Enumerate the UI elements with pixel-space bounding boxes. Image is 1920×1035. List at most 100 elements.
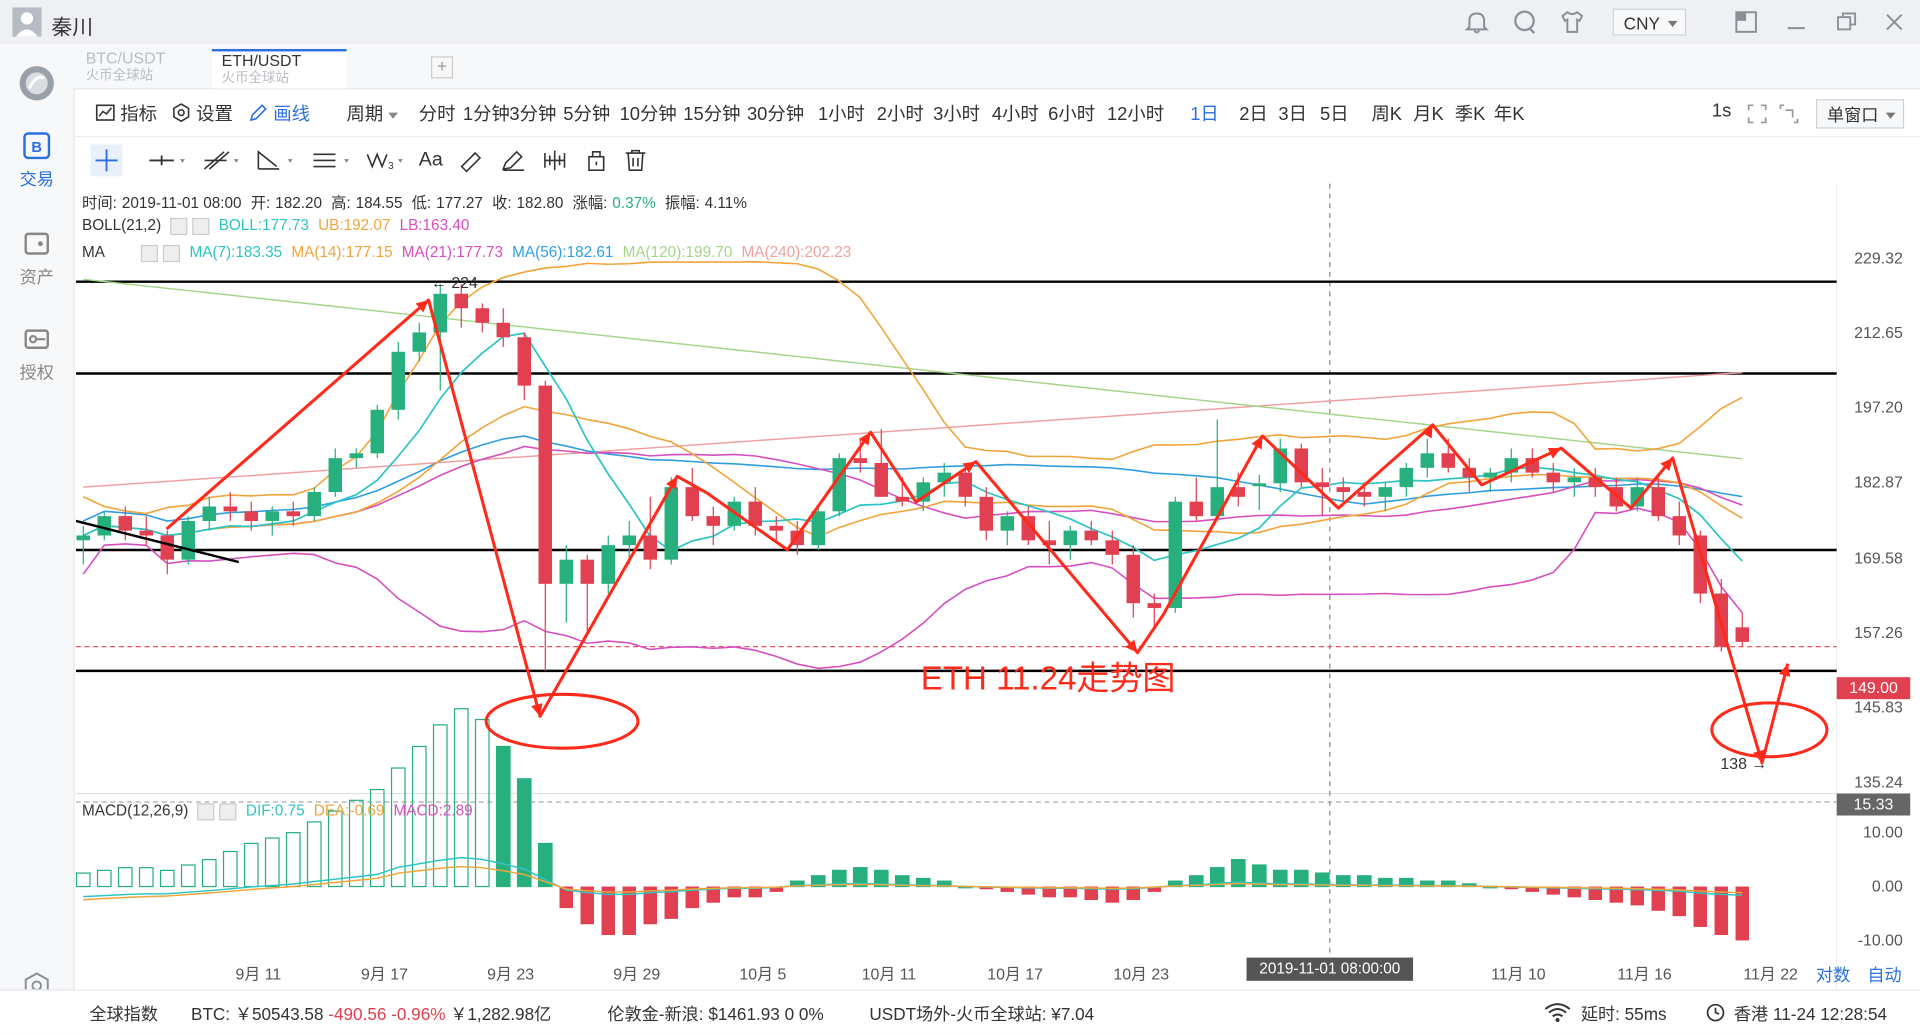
macd-bar: [264, 837, 280, 888]
tab-btc-usdt[interactable]: BTC/USDT 火币全球站: [76, 49, 211, 88]
period-option[interactable]: 2日: [1239, 104, 1268, 125]
period-option[interactable]: 3日: [1278, 104, 1307, 125]
period-option[interactable]: 6小时: [1048, 104, 1096, 125]
macd-bar: [201, 858, 217, 888]
ma14-line: [82, 405, 1743, 538]
macd-bar: [601, 886, 616, 936]
usdt-price: ¥7.04: [1051, 1004, 1095, 1024]
period-option[interactable]: 2小时: [876, 104, 924, 125]
trend-line-tool-icon[interactable]: [201, 148, 245, 172]
macd-bar: [138, 867, 154, 888]
sidebar-item-trade[interactable]: B 交易: [0, 130, 73, 191]
sidebar-item-assets[interactable]: 资产: [0, 228, 73, 289]
gold-price: $1461.93: [708, 1004, 780, 1024]
sidebar-item-authorize[interactable]: 授权: [0, 323, 73, 384]
window-mode-select[interactable]: 单窗口: [1815, 99, 1905, 129]
period-option[interactable]: 月K: [1413, 104, 1444, 125]
btc-ticker[interactable]: BTC: ￥50543.58 -490.56 -0.96% ￥1,282.98亿: [191, 1002, 551, 1026]
period-option[interactable]: 3分钟: [509, 104, 557, 125]
period-option[interactable]: 4小时: [991, 104, 1039, 125]
period-option[interactable]: 10分钟: [619, 104, 677, 125]
indicator-close-icon[interactable]: [219, 802, 237, 821]
period-option[interactable]: 5日: [1320, 104, 1349, 125]
ruler-tool-icon[interactable]: [458, 148, 485, 173]
add-tab-button[interactable]: +: [431, 56, 454, 79]
period-option[interactable]: 12小时: [1106, 104, 1165, 125]
settings-button[interactable]: 设置: [171, 100, 233, 126]
ma240-line: [83, 371, 1743, 488]
date-axis-label: 10月 17: [987, 964, 1043, 984]
crosshair-tool-icon[interactable]: [90, 144, 123, 177]
indicator-settings-icon[interactable]: [197, 802, 215, 821]
period-dropdown[interactable]: 周期: [347, 100, 398, 126]
period-option[interactable]: 1小时: [817, 104, 865, 125]
log-scale-button[interactable]: 对数: [1815, 964, 1851, 985]
ma56-value: MA(56):182.61: [512, 243, 614, 261]
period-option[interactable]: 30分钟: [746, 104, 805, 125]
global-index-label[interactable]: 全球指数: [89, 1004, 158, 1024]
period-option[interactable]: 分时: [418, 104, 456, 125]
fullscreen-icon[interactable]: [1747, 104, 1767, 124]
parallel-lines-tool-icon[interactable]: [311, 148, 355, 172]
macd-bar: [369, 788, 385, 888]
macd-bar: [1063, 886, 1078, 898]
magnet-tool-icon[interactable]: [541, 148, 568, 172]
minimize-icon[interactable]: [1783, 9, 1810, 36]
period-option[interactable]: 15分钟: [683, 104, 741, 125]
boll-upper-line: [82, 261, 1743, 515]
lock-tool-icon[interactable]: [583, 148, 610, 172]
window-pin-icon[interactable]: [1733, 9, 1760, 36]
indicator-close-icon[interactable]: [192, 217, 210, 235]
candle-body: [433, 293, 448, 333]
user-avatar-icon[interactable]: [12, 7, 42, 37]
period-option[interactable]: 年K: [1493, 104, 1525, 125]
candle-body: [1147, 603, 1162, 609]
chat-icon[interactable]: [1511, 9, 1538, 36]
gold-ticker[interactable]: 伦敦金-新浪: $1461.93 0 0%: [607, 1002, 823, 1026]
shirt-icon[interactable]: [1559, 9, 1586, 36]
angle-tool-icon[interactable]: [255, 148, 299, 172]
macd-dea-line: [83, 865, 1743, 901]
auto-scale-button[interactable]: 自动: [1867, 964, 1902, 985]
indicator-settings-icon[interactable]: [141, 244, 159, 262]
screenshot-icon[interactable]: [1779, 104, 1799, 124]
restore-icon[interactable]: [1833, 9, 1860, 36]
refresh-interval[interactable]: 1s: [1711, 100, 1732, 122]
draw-line-button[interactable]: 画线: [249, 100, 310, 126]
trash-icon[interactable]: [622, 148, 649, 172]
chart-indicator-icon: [95, 104, 115, 121]
macd-bar: [1293, 869, 1309, 888]
macd-bar: [1042, 886, 1057, 898]
brush-tool-icon[interactable]: [500, 148, 527, 172]
period-option[interactable]: 1分钟: [462, 104, 510, 125]
indicator-settings-icon[interactable]: [170, 217, 188, 235]
macd-bar: [769, 886, 784, 892]
indicator-button[interactable]: 指标: [95, 100, 157, 126]
macd-bar: [159, 869, 175, 888]
period-option[interactable]: 3小时: [933, 104, 981, 125]
horizontal-line-tool-icon[interactable]: [147, 148, 191, 172]
candlestick-chart[interactable]: ETH 11.24走势图 ← 224 138 →: [75, 183, 1837, 990]
sidebar-item-label: 交易: [19, 168, 54, 189]
macd-bar: [559, 886, 574, 909]
close-icon[interactable]: [1881, 9, 1908, 36]
tab-eth-usdt[interactable]: ETH/USDT 火币全球站: [211, 48, 347, 89]
candle-body: [328, 458, 343, 492]
period-option[interactable]: 1日: [1190, 104, 1219, 125]
usdt-ticker[interactable]: USDT场外-火币全球站: ¥7.04: [869, 1002, 1094, 1026]
text-tool[interactable]: Aa: [418, 149, 443, 171]
indicator-label: 指标: [120, 104, 157, 125]
wave-tool-icon[interactable]: 3: [365, 148, 409, 172]
period-option[interactable]: 5分钟: [563, 104, 611, 125]
candle-body: [1105, 540, 1120, 555]
bell-icon[interactable]: [1463, 9, 1490, 36]
macd-bar: [1377, 877, 1393, 888]
ma120-value: MA(120):199.70: [622, 243, 733, 261]
indicator-close-icon[interactable]: [163, 244, 181, 262]
period-option[interactable]: 周K: [1371, 104, 1403, 125]
latency: 延时: 55ms: [1581, 1002, 1667, 1026]
macd-bar: [1693, 886, 1708, 927]
currency-select[interactable]: CNY: [1612, 8, 1687, 36]
price-axis-label: 182.87: [1854, 472, 1903, 492]
period-option[interactable]: 季K: [1454, 104, 1486, 125]
